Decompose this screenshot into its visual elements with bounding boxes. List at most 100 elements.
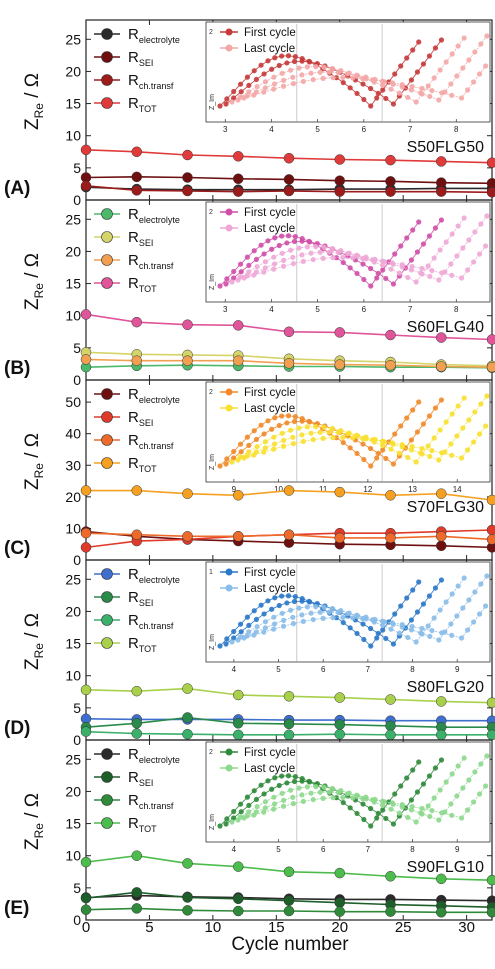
inset-point <box>246 89 252 95</box>
inset-point <box>246 809 252 815</box>
inset-point <box>238 449 244 455</box>
inset-point <box>231 88 237 95</box>
inset-point <box>455 223 461 229</box>
inset-point <box>390 281 397 287</box>
inset-point <box>399 801 405 808</box>
inset-point <box>466 777 472 783</box>
inset-point <box>360 616 366 622</box>
inset-point <box>420 421 427 427</box>
series-point <box>486 874 495 886</box>
series-point <box>182 319 193 330</box>
inset-point <box>465 87 471 93</box>
x-tick-label: 0 <box>82 919 90 936</box>
inset-point <box>388 446 394 452</box>
inset-point <box>455 43 461 49</box>
series-point <box>334 154 345 165</box>
legend-label-main: R <box>128 409 139 426</box>
inset-point <box>340 439 346 446</box>
inset-point <box>231 448 237 455</box>
x-tick-label: 10 <box>205 919 222 936</box>
inset-point <box>465 267 471 273</box>
legend-label-sub: SEI <box>139 58 154 68</box>
inset-point <box>396 630 403 636</box>
inset-point <box>304 604 310 610</box>
inset-point <box>279 70 285 76</box>
inset-point <box>292 594 298 600</box>
inset-point <box>439 270 445 276</box>
series-point <box>182 728 193 740</box>
inset-x-tick-label: 10 <box>274 485 283 494</box>
inset-point <box>285 233 292 239</box>
inset-point <box>320 435 326 441</box>
inset-legend-label: Last cycle <box>244 763 295 775</box>
inset-point <box>380 267 386 273</box>
inset-point <box>361 96 367 103</box>
inset-point <box>229 639 235 645</box>
inset-point <box>262 259 269 265</box>
inset-point <box>455 763 461 769</box>
inset-point <box>310 76 316 83</box>
inset-point <box>299 418 305 424</box>
inset-point <box>280 803 287 809</box>
inset-point <box>454 73 460 79</box>
inset-point <box>291 238 298 245</box>
inset-point <box>405 274 411 281</box>
series-point <box>131 355 142 366</box>
inset-point <box>390 821 397 827</box>
y-tick-label: 40 <box>65 426 81 442</box>
series-point <box>385 154 396 166</box>
x-tick-label: 30 <box>458 919 475 936</box>
inset-point <box>280 443 287 449</box>
inset-point <box>389 260 395 266</box>
legend-label: Rch.transf <box>128 72 174 91</box>
inset-point <box>354 270 360 277</box>
inset-point <box>437 787 443 793</box>
inset-point <box>261 251 267 257</box>
legend-marker <box>101 817 113 829</box>
inset-point <box>299 238 305 244</box>
inset-point <box>354 630 360 637</box>
inset-point <box>244 434 251 440</box>
inset-point <box>326 789 332 795</box>
inset-point <box>235 97 241 103</box>
inset-point <box>368 805 374 812</box>
inset-point <box>251 632 257 638</box>
y-axis-label-main: Z <box>22 298 43 310</box>
inset-point <box>392 791 398 797</box>
inset-point <box>321 244 327 250</box>
inset-point <box>269 246 275 252</box>
inset-point <box>261 629 267 635</box>
inset-point <box>281 437 287 443</box>
inset-point <box>291 58 298 65</box>
inset-point <box>326 609 332 615</box>
inset-point <box>265 418 271 424</box>
legend-label-sub: SEI <box>139 238 154 248</box>
inset-point <box>310 796 316 803</box>
inset-point <box>432 585 439 591</box>
inset-point <box>354 90 360 97</box>
inset-point <box>361 816 367 823</box>
inset-point <box>251 788 257 794</box>
inset-point <box>438 37 445 43</box>
inset-point <box>254 264 260 270</box>
inset-point <box>418 810 424 816</box>
legend-marker <box>101 794 113 806</box>
inset-point <box>369 617 376 623</box>
inset-point <box>310 436 316 443</box>
inset-point <box>300 618 306 624</box>
inset-point <box>326 429 332 435</box>
inset-point <box>405 814 411 821</box>
plot-frame <box>85 739 493 921</box>
inset-point <box>405 634 411 641</box>
inset-point <box>414 789 421 795</box>
inset-point <box>350 255 356 261</box>
legend-label-main: R <box>128 589 139 606</box>
series-point <box>486 907 495 918</box>
legend-marker <box>101 411 113 423</box>
inset-point <box>361 636 367 643</box>
inset-point <box>388 806 394 812</box>
inset-point <box>271 74 277 80</box>
inset-point <box>432 225 439 231</box>
series-point <box>385 871 396 882</box>
inset-point <box>251 428 257 434</box>
